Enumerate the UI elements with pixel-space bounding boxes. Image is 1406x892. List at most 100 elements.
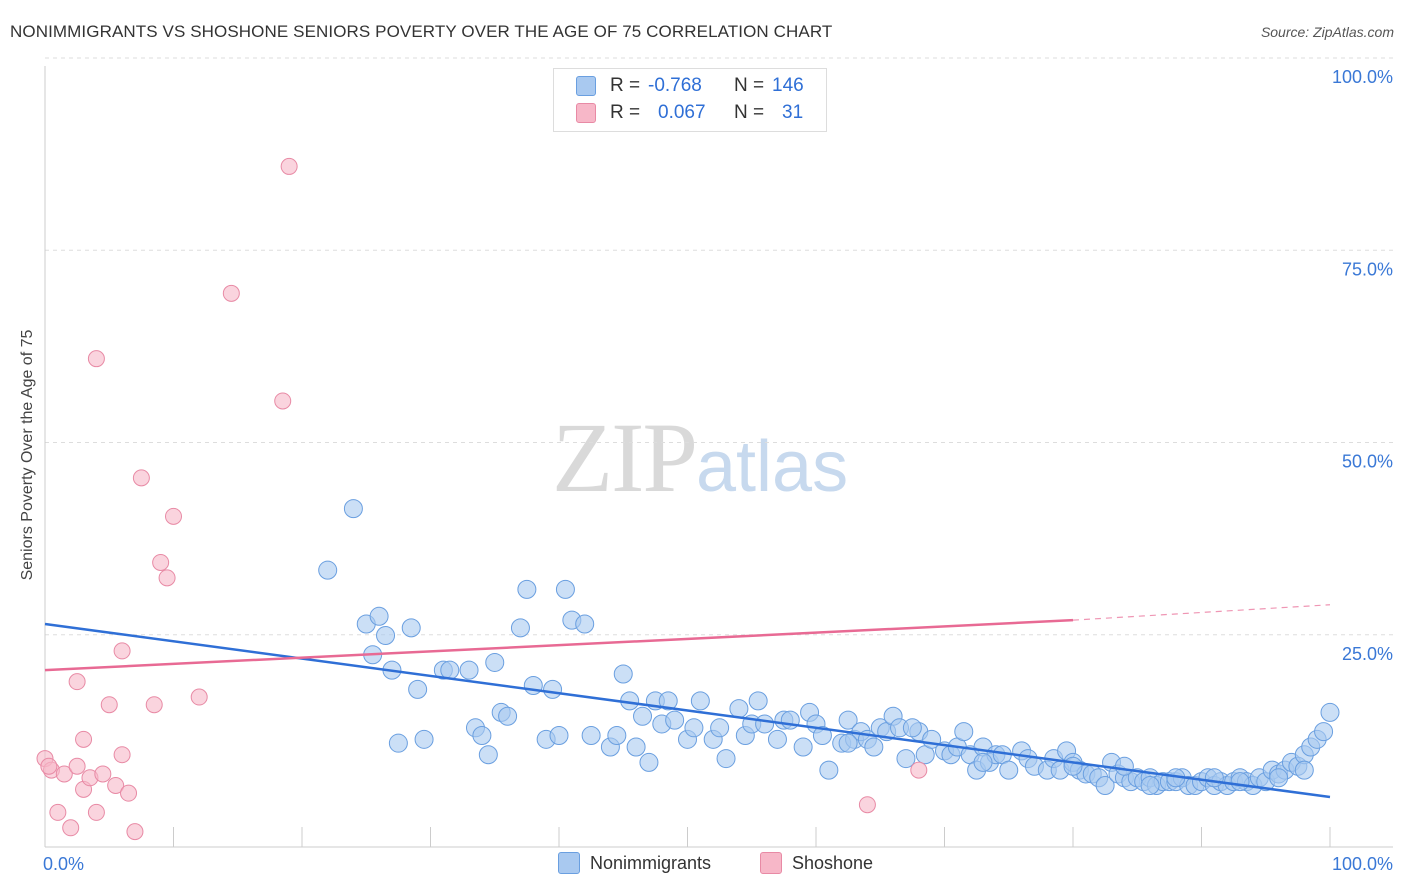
data-point-nonimmigrants [626,737,646,757]
data-point-nonimmigrants [369,606,389,626]
data-point-nonimmigrants [954,722,974,742]
y-tick-label: 50.0% [1342,452,1393,472]
legend-swatch-shoshone [760,852,782,874]
data-point-nonimmigrants [498,706,518,726]
data-point-shoshone [94,765,112,783]
data-point-nonimmigrants [517,579,537,599]
data-point-shoshone [145,696,163,714]
data-point-nonimmigrants [819,760,839,780]
data-point-shoshone [113,746,131,764]
y-tick-label: 75.0% [1342,259,1393,279]
legend-n-label: N = [734,102,765,123]
data-point-nonimmigrants [318,560,338,580]
data-point-nonimmigrants [812,725,832,745]
legend-r-value: -0.768 [648,75,702,96]
data-point-shoshone [190,688,208,706]
trend-line-extension-shoshone [1072,604,1331,621]
data-point-nonimmigrants [343,499,363,519]
legend-swatch-shoshone [576,103,596,123]
data-point-nonimmigrants [1320,702,1340,722]
legend-n-label: N = [734,75,765,96]
legend-n-value: 146 [772,75,804,96]
data-point-nonimmigrants [793,737,813,757]
watermark-zip: ZIP [552,402,698,513]
data-point-nonimmigrants [690,691,710,711]
data-point-nonimmigrants [999,760,1019,780]
data-point-nonimmigrants [575,614,595,634]
data-point-shoshone [55,765,73,783]
data-point-nonimmigrants [485,652,505,672]
data-point-shoshone [100,696,118,714]
data-point-nonimmigrants [472,725,492,745]
data-point-shoshone [152,553,170,571]
data-point-shoshone [87,803,105,821]
legend-swatch-nonimmigrants [576,76,596,96]
data-point-shoshone [107,776,125,794]
data-point-nonimmigrants [408,679,428,699]
data-point-shoshone [274,392,292,410]
data-point-nonimmigrants [684,718,704,738]
data-point-shoshone [87,350,105,368]
legend-label-nonimmigrants: Nonimmigrants [590,852,712,873]
data-point-nonimmigrants [581,725,601,745]
data-point-nonimmigrants [543,679,563,699]
legend-swatch-nonimmigrants [558,852,580,874]
chart-title: NONIMMIGRANTS VS SHOSHONE SENIORS POVERT… [10,22,833,41]
data-point-shoshone [158,569,176,587]
data-point-shoshone [68,673,86,691]
data-point-shoshone [165,507,182,525]
data-point-nonimmigrants [388,733,408,753]
data-point-nonimmigrants [1269,768,1289,788]
data-point-nonimmigrants [1204,768,1224,788]
data-point-nonimmigrants [376,626,396,646]
trend-line-shoshone [44,618,1074,672]
data-point-nonimmigrants [633,706,653,726]
data-point-nonimmigrants [748,691,768,711]
data-point-nonimmigrants [549,725,569,745]
data-point-shoshone [68,757,86,775]
data-point-nonimmigrants [1314,722,1334,742]
watermark-atlas: atlas [696,427,849,507]
data-point-nonimmigrants [510,618,530,638]
data-point-nonimmigrants [896,749,916,769]
data-point-nonimmigrants [838,733,858,753]
data-point-nonimmigrants [459,660,479,680]
data-point-nonimmigrants [555,579,575,599]
y-tick-label: 100.0% [1332,67,1393,87]
data-point-nonimmigrants [838,710,858,730]
data-point-nonimmigrants [1294,760,1314,780]
data-point-nonimmigrants [658,691,678,711]
data-point-shoshone [120,784,138,802]
data-point-nonimmigrants [1230,772,1250,792]
correlation-legend: R = -0.768 N = 146 R = 0.067 N = 31 [553,68,827,132]
legend-row-nonimmigrants: R = -0.768 N = 146 [576,73,804,99]
legend-item-nonimmigrants[interactable]: Nonimmigrants [558,852,711,874]
legend-row-shoshone: R = 0.067 N = 31 [576,100,803,126]
data-point-nonimmigrants [1063,756,1083,776]
source-label: Source: ZipAtlas.com [1260,24,1394,40]
legend-item-shoshone[interactable]: Shoshone [760,852,873,874]
data-point-shoshone [49,803,67,821]
data-point-shoshone [75,730,93,748]
data-point-nonimmigrants [710,718,730,738]
watermark: ZIPatlas [552,400,848,515]
y-tick-label: 25.0% [1342,644,1393,664]
trend-line-nonimmigrants [44,622,1331,799]
data-point-nonimmigrants [729,699,749,719]
legend-n-value: 31 [782,102,804,123]
data-point-nonimmigrants [767,729,787,749]
data-point-nonimmigrants [864,737,884,757]
data-point-nonimmigrants [973,752,993,772]
data-point-shoshone [858,796,876,814]
series-legend: Nonimmigrants Shoshone [0,852,1406,878]
data-point-nonimmigrants [1140,775,1160,795]
data-point-nonimmigrants [755,714,775,734]
data-point-nonimmigrants [639,752,659,772]
data-point-nonimmigrants [1114,756,1134,776]
data-point-nonimmigrants [1095,775,1115,795]
data-point-shoshone [132,469,150,487]
data-point-nonimmigrants [478,745,498,765]
data-point-shoshone [40,757,58,775]
data-point-shoshone [62,819,80,837]
